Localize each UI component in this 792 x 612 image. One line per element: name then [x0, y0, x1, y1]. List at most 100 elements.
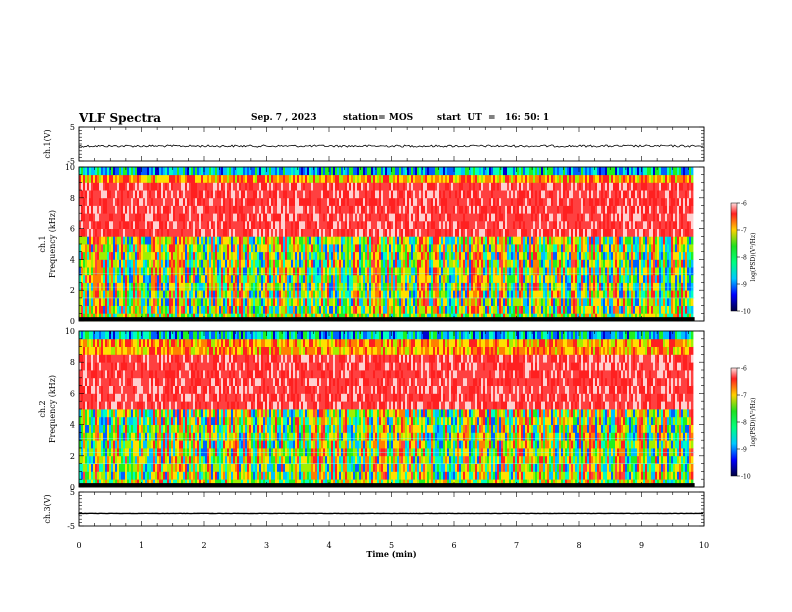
spectrogram-cell: [105, 297, 108, 306]
spectrogram-cell: [355, 236, 358, 245]
spectrogram-cell: [255, 244, 258, 253]
spectrogram-cell: [83, 174, 86, 183]
spectrogram-cell: [101, 282, 104, 291]
spectrogram-cell: [231, 259, 234, 268]
spectrogram-cell: [313, 236, 316, 245]
spectrogram-cell: [331, 282, 334, 291]
spectrogram-cell: [371, 197, 374, 206]
spectrogram-cell: [281, 182, 284, 191]
spectrogram-cell: [307, 305, 310, 314]
spectrogram-cell: [149, 282, 152, 291]
spectrogram-cell: [193, 220, 196, 229]
spectrogram-cell: [345, 182, 348, 191]
spectrogram-cell: [287, 267, 290, 276]
spectrogram-cell: [463, 305, 466, 314]
spectrogram-cell: [183, 197, 186, 206]
spectrogram-cell: [103, 174, 106, 183]
spectrogram-cell: [381, 267, 384, 276]
spectrogram-cell: [381, 305, 384, 314]
spectrogram-cell: [529, 305, 532, 314]
spectrogram-cell: [159, 205, 162, 214]
spectrogram-cell: [329, 167, 332, 176]
spectrogram-cell: [217, 267, 220, 276]
spectrogram-cell: [429, 297, 432, 306]
spectrogram-cell: [329, 290, 332, 299]
spectrogram-cell: [467, 220, 470, 229]
spectrogram-cell: [435, 244, 438, 253]
spectrogram-cell: [285, 290, 288, 299]
spectrogram-cell: [477, 267, 480, 276]
spectrogram-cell: [287, 197, 290, 206]
spectrogram-cell: [329, 259, 332, 268]
spectrogram-cell: [249, 259, 252, 268]
spectrogram-cell: [83, 182, 86, 191]
spectrogram-cell: [365, 190, 368, 199]
spectrogram-cell: [157, 220, 160, 229]
spectrogram-cell: [427, 259, 430, 268]
spectrogram-cell: [321, 197, 324, 206]
spectrogram-cell: [435, 205, 438, 214]
spectrogram-cell: [233, 174, 236, 183]
spectrogram-cell: [185, 228, 188, 237]
spectrogram-cell: [433, 244, 436, 253]
spectrogram-cell: [157, 213, 160, 222]
spectrogram-cell: [151, 174, 154, 183]
spectrogram-cell: [393, 174, 396, 183]
spectrogram-cell: [149, 228, 152, 237]
spectrogram-cell: [449, 213, 452, 222]
spectrogram-cell: [289, 228, 292, 237]
spectrogram-cell: [391, 213, 394, 222]
spectrogram-cell: [351, 290, 354, 299]
spectrogram-cell: [551, 267, 554, 276]
spectrogram-cell: [393, 282, 396, 291]
spectrogram-cell: [311, 213, 314, 222]
spectrogram-cell: [235, 244, 238, 253]
spectrogram-cell: [87, 167, 90, 176]
spectrogram-cell: [239, 297, 242, 306]
spectrogram-cell: [421, 182, 424, 191]
spectrogram-cell: [143, 197, 146, 206]
spectrogram-cell: [541, 236, 544, 245]
spectrogram-cell: [435, 220, 438, 229]
spectrogram-cell: [171, 205, 174, 214]
spectrogram-cell: [177, 282, 180, 291]
spectrogram-cell: [135, 205, 138, 214]
spectrogram-cell: [425, 267, 428, 276]
spectrogram-cell: [103, 167, 106, 176]
spectrogram-cell: [133, 213, 136, 222]
spectrogram-cell: [495, 182, 498, 191]
spectrogram-cell: [365, 236, 368, 245]
spectrogram-cell: [315, 182, 318, 191]
spectrogram-cell: [489, 290, 492, 299]
spectrogram-cell: [87, 197, 90, 206]
spectrogram-cell: [263, 228, 266, 237]
spectrogram-cell: [549, 213, 552, 222]
spectrogram-cell: [271, 197, 274, 206]
spectrogram-cell: [263, 290, 266, 299]
spectrogram-cell: [517, 197, 520, 206]
spectrogram-cell: [163, 267, 166, 276]
spectrogram-cell: [119, 167, 122, 176]
spectrogram-cell: [373, 274, 376, 283]
spectrogram-cell: [257, 305, 260, 314]
spectrogram-cell: [263, 305, 266, 314]
spectrogram-cell: [131, 228, 134, 237]
spectrogram-cell: [451, 174, 454, 183]
spectrogram-cell: [171, 282, 174, 291]
spectrogram-cell: [347, 259, 350, 268]
spectrogram-cell: [373, 236, 376, 245]
spectrogram-cell: [179, 174, 182, 183]
spectrogram-cell: [465, 282, 468, 291]
spectrogram-cell: [451, 197, 454, 206]
spectrogram-cell: [369, 290, 372, 299]
spectrogram-cell: [195, 167, 198, 176]
spectrogram-cell: [327, 174, 330, 183]
spectrogram-cell: [343, 267, 346, 276]
spectrogram-cell: [87, 282, 90, 291]
spectrogram-cell: [535, 236, 538, 245]
spectrogram-cell: [127, 182, 130, 191]
spectrogram-cell: [253, 290, 256, 299]
spectrogram-cell: [291, 259, 294, 268]
spectrogram-cell: [499, 267, 502, 276]
spectrogram-cell: [157, 174, 160, 183]
